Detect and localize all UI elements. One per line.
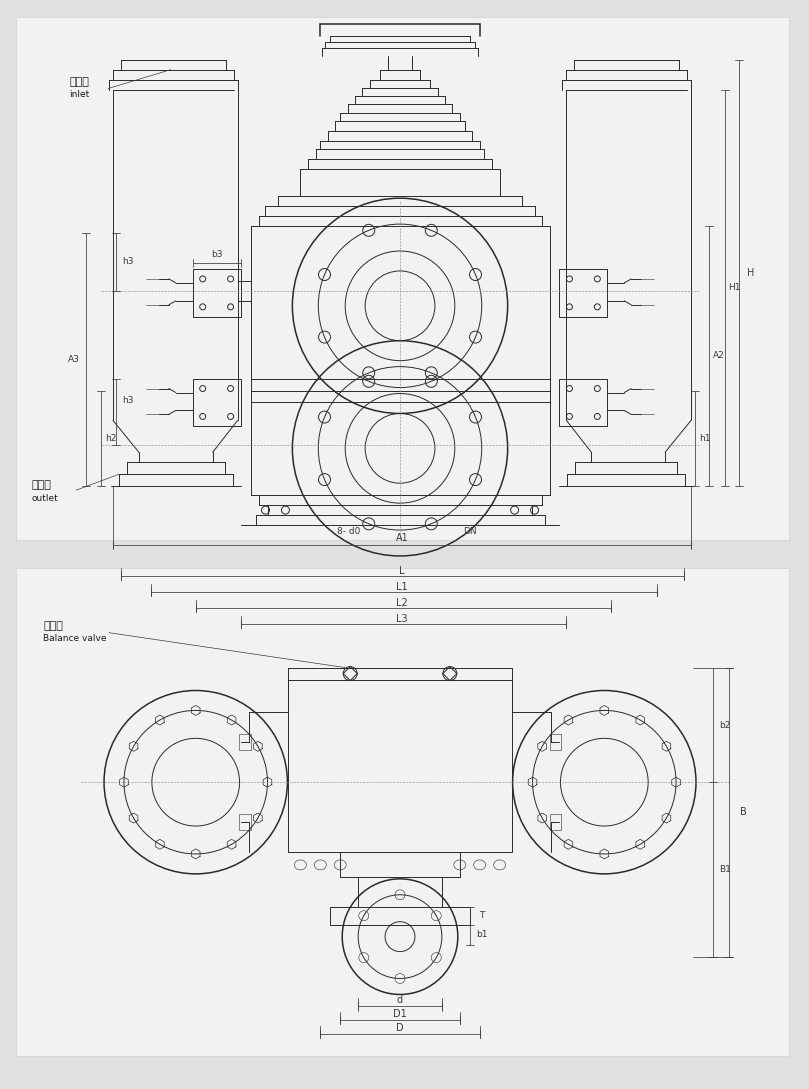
Text: h3: h3 (122, 396, 133, 405)
Text: 8- d0: 8- d0 (337, 527, 360, 536)
Text: 出油口: 出油口 (32, 480, 51, 490)
Text: T: T (479, 911, 485, 920)
Text: D: D (396, 1024, 404, 1033)
Text: outlet: outlet (32, 493, 58, 503)
Text: 平衡阀: 平衡阀 (43, 621, 63, 631)
Text: h2: h2 (105, 433, 116, 443)
Bar (193, 269, 240, 317)
Text: H1: H1 (729, 283, 741, 292)
Text: b3: b3 (211, 250, 222, 259)
Text: d: d (397, 995, 403, 1005)
Bar (288, 680, 511, 852)
Text: b1: b1 (476, 930, 488, 939)
Bar (193, 379, 240, 427)
Text: b2: b2 (719, 721, 731, 730)
Bar (239, 734, 251, 750)
Bar (560, 379, 608, 427)
Text: B1: B1 (719, 866, 731, 874)
Text: Balance valve: Balance valve (43, 634, 107, 644)
Text: A2: A2 (713, 351, 725, 360)
Bar (239, 815, 251, 830)
Text: 进油口: 进油口 (69, 76, 89, 87)
Bar (560, 269, 608, 317)
Text: L1: L1 (396, 582, 408, 591)
Text: A3: A3 (68, 355, 80, 364)
Text: D1: D1 (393, 1010, 407, 1019)
Text: A1: A1 (396, 533, 409, 543)
Bar (549, 815, 561, 830)
Text: h3: h3 (122, 257, 133, 267)
Text: L3: L3 (396, 614, 408, 624)
Text: H: H (748, 268, 755, 278)
Text: L2: L2 (396, 598, 408, 608)
Text: inlet: inlet (69, 90, 90, 99)
Text: L: L (400, 566, 404, 576)
Bar (16, 16, 789, 540)
Bar (549, 734, 561, 750)
Text: DN: DN (463, 527, 477, 536)
Bar (16, 568, 789, 1056)
Text: h1: h1 (699, 433, 711, 443)
Bar (330, 907, 470, 925)
Text: B: B (740, 807, 748, 817)
